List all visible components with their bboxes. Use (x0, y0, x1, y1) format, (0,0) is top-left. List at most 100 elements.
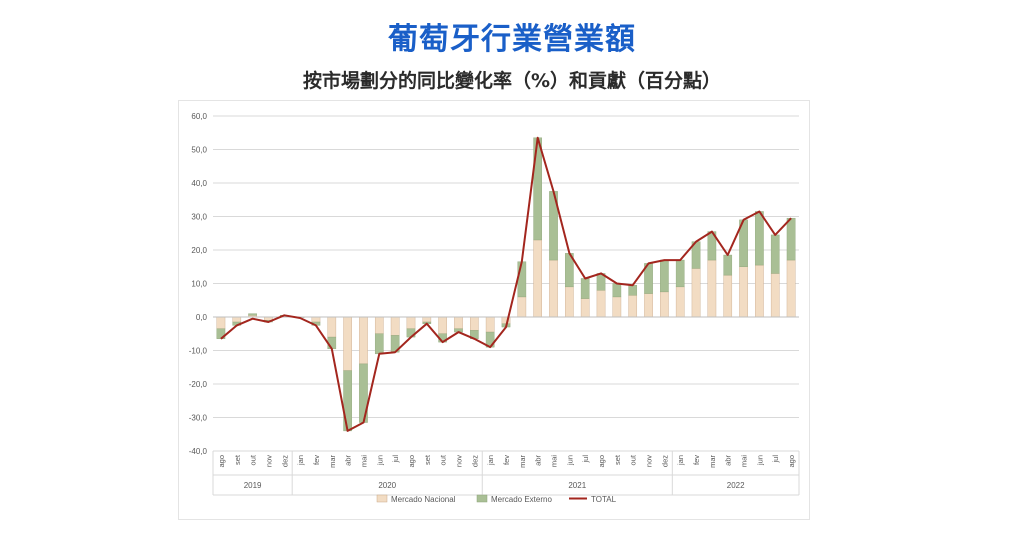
y-tick-label: -10,0 (189, 347, 208, 356)
x-tick-label: dez (280, 455, 289, 467)
x-tick-label: mai (740, 455, 749, 467)
bar-mercado-externo (580, 278, 590, 299)
legend-swatch-externo (476, 494, 488, 503)
bar-mercado-nacional (596, 289, 606, 318)
page-subtitle: 按市場劃分的同比變化率（%）和貢獻（百分點） (302, 70, 722, 92)
bar-mercado-externo (343, 370, 352, 432)
bar-mercado-externo (248, 313, 257, 316)
x-tick-label: ago (407, 455, 416, 468)
bar-mercado-nacional (612, 296, 622, 318)
year-label: 2020 (378, 481, 396, 490)
bar-mercado-nacional (580, 298, 590, 318)
x-tick-label: jan (676, 455, 685, 466)
x-tick-label: dez (470, 455, 479, 467)
x-tick-label: mai (359, 455, 368, 467)
bar-mercado-nacional (707, 259, 717, 318)
x-tick-label: nov (264, 455, 273, 467)
x-tick-label: ago (787, 455, 796, 468)
bar-mercado-nacional (549, 259, 558, 318)
x-tick-label: jun (755, 455, 764, 466)
x-tick-label: jul (581, 455, 590, 464)
turnover-chart: 60,0 50,0 40,0 30,0 20,0 10,0 0,0 -10,0 -20,0 -30… (189, 112, 800, 504)
bar-mercado-nacional (374, 316, 384, 334)
bar-mercado-nacional (533, 239, 542, 318)
legend-swatch-nacional (376, 494, 388, 503)
x-tick-label: mar (518, 455, 527, 468)
bar-mercado-externo (374, 333, 384, 355)
bar-mercado-externo (755, 211, 764, 266)
x-tick-label: set (423, 454, 432, 465)
x-tick-label: fev (502, 455, 511, 465)
bar-mercado-nacional (438, 316, 447, 334)
bar-mercado-nacional (739, 266, 748, 318)
bar-mercado-externo (660, 259, 669, 293)
bar-mercado-nacional (232, 316, 242, 323)
bar-mercado-nacional (675, 286, 685, 318)
bar-mercado-nacional (390, 316, 400, 336)
bar-mercado-nacional (723, 274, 733, 318)
x-tick-label: set (233, 454, 242, 465)
bar-mercado-externo (628, 284, 638, 296)
bar-mercado-nacional (359, 316, 368, 365)
y-tick-label: -20,0 (189, 380, 208, 389)
x-tick-label: abr (724, 455, 733, 466)
x-tick-label: fev (312, 455, 321, 465)
bar-mercado-externo (723, 254, 733, 276)
y-tick-label: 40,0 (191, 179, 207, 188)
bar-mercado-nacional (454, 316, 463, 329)
bar-mercado-nacional (422, 316, 432, 323)
bar-mercado-nacional (660, 291, 669, 318)
y-tick-label: 60,0 (191, 112, 207, 121)
bar-mercado-nacional (565, 286, 574, 318)
bar-mercado-nacional (485, 316, 495, 333)
x-tick-label: abr (344, 455, 353, 466)
x-tick-label: jul (391, 455, 400, 464)
bar-mercado-nacional (327, 316, 337, 338)
x-tick-label: jun (565, 455, 574, 466)
bar-mercado-nacional (406, 316, 416, 329)
y-tick-label: 0,0 (196, 313, 208, 322)
page-title: 葡萄牙行業營業額 (388, 22, 636, 57)
x-tick-label: ago (217, 455, 226, 468)
x-tick-label: mai (550, 455, 559, 467)
y-tick-label: 50,0 (191, 146, 207, 155)
bar-mercado-nacional (628, 295, 638, 318)
x-tick-label: ago (597, 455, 606, 468)
y-tick-label: 30,0 (191, 213, 207, 222)
x-tick-label: out (629, 454, 638, 465)
y-tick-label: -40,0 (189, 447, 208, 456)
x-tick-label: abr (534, 455, 543, 466)
bar-mercado-nacional (470, 316, 479, 331)
x-tick-label: jan (486, 455, 495, 466)
x-tick-label: jun (375, 455, 384, 466)
bar-mercado-nacional (216, 316, 226, 329)
year-label: 2022 (727, 481, 745, 490)
x-tick-label: dez (660, 455, 669, 467)
bar-mercado-externo (612, 283, 622, 298)
legend-label-externo: Mercado Externo (491, 495, 552, 504)
bar-mercado-nacional (786, 259, 796, 318)
legend-label-nacional: Mercado Nacional (391, 495, 456, 504)
bar-mercado-nacional (755, 264, 764, 318)
chart-panel: 60,0 50,0 40,0 30,0 20,0 10,0 0,0 -10,0 -20,0 -30… (178, 100, 810, 520)
x-tick-label: set (613, 454, 622, 465)
x-tick-label: fev (692, 455, 701, 465)
legend-label-total: TOTAL (591, 495, 617, 504)
x-tick-label: jan (296, 455, 305, 466)
bar-mercado-nacional (691, 268, 701, 318)
year-label: 2019 (244, 481, 262, 490)
x-tick-label: out (439, 454, 448, 465)
bar-mercado-externo (786, 217, 796, 261)
y-tick-label: 20,0 (191, 246, 207, 255)
x-tick-label: nov (645, 455, 654, 467)
year-label: 2021 (568, 481, 586, 490)
right-margin (966, 100, 1024, 533)
bar-mercado-nacional (644, 293, 653, 318)
bar-mercado-nacional (770, 273, 780, 318)
bar-mercado-externo (770, 234, 780, 274)
bar-mercado-nacional (311, 316, 321, 323)
x-tick-label: nov (454, 455, 463, 467)
bar-mercado-nacional (517, 296, 527, 318)
line-total (220, 136, 792, 432)
y-tick-label: 10,0 (191, 280, 207, 289)
